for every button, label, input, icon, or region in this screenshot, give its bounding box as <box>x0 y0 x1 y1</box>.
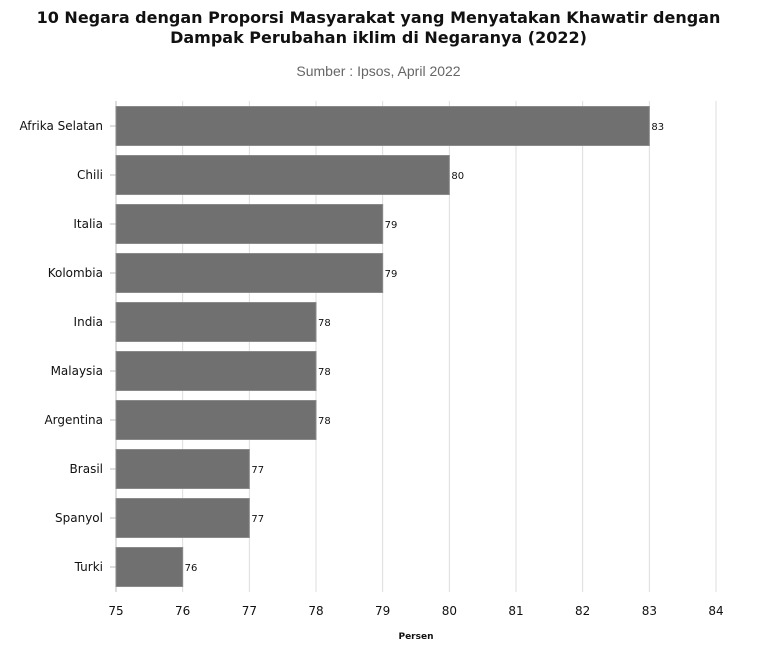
bar <box>115 302 317 342</box>
x-tick-label: 76 <box>175 604 190 618</box>
bar <box>115 498 250 538</box>
data-label: 78 <box>318 416 331 427</box>
y-tick-label: Malaysia <box>51 364 103 378</box>
data-label: 77 <box>251 465 264 476</box>
x-tick-label: 84 <box>708 604 723 618</box>
chart-subtitle: Sumber : Ipsos, April 2022 <box>296 63 461 79</box>
y-tick-label: Turki <box>74 560 103 574</box>
data-label: 79 <box>385 269 398 280</box>
data-label: 79 <box>385 220 398 231</box>
x-tick-label: 75 <box>108 604 123 618</box>
bar <box>115 547 184 587</box>
data-label: 80 <box>451 171 464 182</box>
x-tick-label: 79 <box>375 604 390 618</box>
data-label: 78 <box>318 318 331 329</box>
bar <box>115 400 317 440</box>
data-label: 77 <box>251 514 264 525</box>
x-tick-label: 82 <box>575 604 590 618</box>
y-tick-label: Brasil <box>70 462 103 476</box>
bar <box>115 155 450 195</box>
bar <box>115 204 384 244</box>
bar <box>115 106 650 146</box>
data-label: 76 <box>185 563 198 574</box>
y-tick-label: Argentina <box>44 413 103 427</box>
bar <box>115 351 317 391</box>
x-tick-label: 81 <box>508 604 523 618</box>
bar <box>115 253 384 293</box>
y-tick-label: Italia <box>73 217 103 231</box>
y-tick-label: Afrika Selatan <box>19 119 103 133</box>
y-tick-label: Spanyol <box>55 511 103 525</box>
y-tick-label: Chili <box>77 168 103 182</box>
bar <box>115 449 250 489</box>
y-tick-label: Kolombia <box>48 266 103 280</box>
x-tick-label: 80 <box>442 604 457 618</box>
x-axis-label: Persen <box>398 632 433 642</box>
data-label: 78 <box>318 367 331 378</box>
chart-title: 10 Negara dengan Proporsi Masyarakat yan… <box>36 8 721 47</box>
x-tick-label: 83 <box>642 604 657 618</box>
y-tick-label: India <box>74 315 103 329</box>
x-tick-label: 77 <box>242 604 257 618</box>
x-tick-label: 78 <box>308 604 323 618</box>
data-label: 83 <box>651 122 664 133</box>
